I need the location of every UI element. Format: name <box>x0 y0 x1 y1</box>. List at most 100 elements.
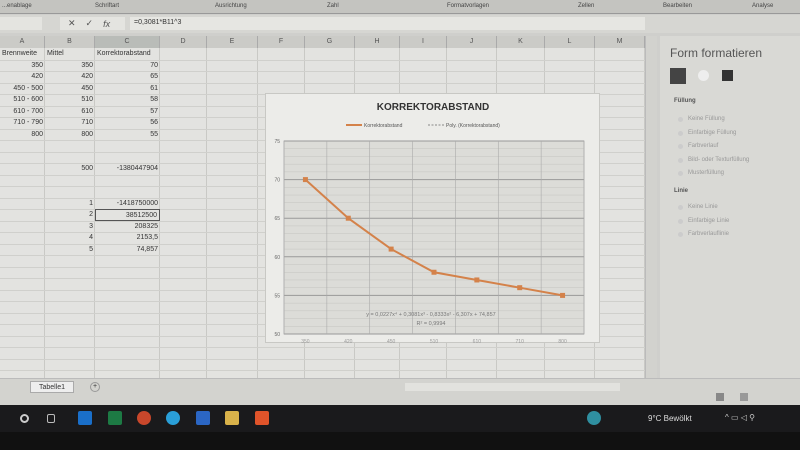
function-icon[interactable]: fx <box>103 18 111 29</box>
cell[interactable]: Brennweite <box>2 50 38 57</box>
cell[interactable]: -1380447904 <box>116 165 158 172</box>
ribbon-group[interactable]: Ausrichtung <box>215 3 247 9</box>
line-section-header[interactable]: Linie <box>674 188 689 194</box>
normal-view-icon[interactable] <box>716 393 724 401</box>
panel-option[interactable]: Einfarbige Füllung <box>677 129 737 136</box>
cell[interactable]: 65 <box>150 73 158 80</box>
panel-option[interactable]: Keine Füllung <box>678 116 725 122</box>
cell[interactable]: 38512500 <box>95 209 160 221</box>
task-view-icon[interactable] <box>47 414 55 423</box>
screen-bezel <box>0 432 800 450</box>
trendline-r2: R² = 0,9994 <box>417 321 446 327</box>
column-header-I[interactable]: I <box>400 36 447 48</box>
cell[interactable]: Korrektorabstand <box>97 50 151 57</box>
panel-option[interactable]: Bild- oder Texturfüllung <box>677 156 750 163</box>
column-header-D[interactable]: D <box>160 36 207 48</box>
cell[interactable]: 2153,5 <box>136 234 158 241</box>
cell[interactable]: -1418750000 <box>116 199 158 207</box>
office-icon[interactable] <box>255 411 269 425</box>
ribbon-group[interactable]: Analyse <box>752 3 774 9</box>
panel-option[interactable]: Einfarbige Linie <box>677 217 730 224</box>
column-header-J[interactable]: J <box>447 36 497 48</box>
word-icon[interactable] <box>196 411 210 425</box>
cell[interactable]: 450 <box>81 84 93 92</box>
panel-option[interactable]: Keine Linie <box>678 204 718 210</box>
column-header-C[interactable]: C <box>95 36 160 48</box>
cell[interactable]: 510 - 600 <box>13 96 43 103</box>
cell[interactable]: 2 <box>89 211 93 218</box>
cell[interactable]: 420 <box>81 73 93 80</box>
effects-icon[interactable] <box>698 70 709 81</box>
gridline <box>0 71 645 72</box>
add-sheet-icon[interactable]: + <box>90 382 100 392</box>
column-header-M[interactable]: M <box>595 36 645 48</box>
panel-option[interactable]: Musterfüllung <box>677 170 725 176</box>
cell[interactable]: 57 <box>150 107 158 115</box>
page-layout-icon[interactable] <box>740 393 748 401</box>
cell[interactable]: 1 <box>89 199 93 207</box>
cell[interactable]: 350 <box>31 61 43 69</box>
cell[interactable]: 610 <box>81 107 93 115</box>
ribbon-group[interactable]: Formatvorlagen <box>447 3 490 9</box>
column-header-B[interactable]: B <box>45 36 95 48</box>
cell[interactable]: 800 <box>31 130 43 138</box>
ribbon-group[interactable]: Bearbeiten <box>663 3 693 9</box>
ribbon-group[interactable]: Zahl <box>327 3 339 9</box>
cell[interactable]: 450 - 500 <box>13 84 43 92</box>
cell[interactable]: 420 <box>31 73 43 80</box>
cell[interactable]: 61 <box>150 84 158 92</box>
cell[interactable]: Mittel <box>47 50 64 57</box>
fill-line-icon[interactable] <box>670 68 686 84</box>
help-icon[interactable] <box>587 411 601 425</box>
horizontal-scrollbar[interactable] <box>405 383 620 391</box>
cell[interactable]: 3 <box>89 222 93 230</box>
cell[interactable]: 800 <box>81 130 93 138</box>
file-explorer-icon[interactable] <box>225 411 239 425</box>
chart-title: KORREKTORABSTAND <box>377 102 489 113</box>
panel-option[interactable]: Farbverlauflinie <box>677 231 730 237</box>
fill-section-header[interactable]: Füllung <box>674 98 696 104</box>
column-header-H[interactable]: H <box>355 36 400 48</box>
cell[interactable]: 350 <box>81 61 93 69</box>
column-header-A[interactable]: A <box>0 36 45 48</box>
sheet-tab[interactable]: Tabelle1 <box>30 381 74 393</box>
ribbon-group[interactable]: ...enablage <box>2 3 32 9</box>
ribbon-group[interactable]: Schriftart <box>95 3 120 9</box>
size-properties-icon[interactable] <box>722 70 733 81</box>
name-box[interactable] <box>0 17 42 30</box>
column-header-G[interactable]: G <box>305 36 355 48</box>
cell[interactable]: 58 <box>150 96 158 103</box>
ribbon-group[interactable]: Zellen <box>578 3 595 9</box>
excel-icon[interactable] <box>108 411 122 425</box>
weather-widget[interactable]: 9°C Bewölkt <box>648 414 692 423</box>
panel-option[interactable]: Farbverlauf <box>677 143 719 149</box>
outlook-icon[interactable] <box>78 411 92 425</box>
search-icon[interactable] <box>20 414 29 423</box>
cell[interactable]: 510 <box>81 96 93 103</box>
column-header-L[interactable]: L <box>545 36 595 48</box>
formula-input[interactable]: =0,3081*B11^3 <box>130 17 645 30</box>
taskbar: 9°C Bewölkt ^ ▭ ◁ ⚲ <box>0 405 800 432</box>
cell[interactable]: 55 <box>150 130 158 138</box>
edge-icon[interactable] <box>166 411 180 425</box>
cancel-icon[interactable]: ✕ <box>68 18 76 28</box>
system-tray-icons[interactable]: ^ ▭ ◁ ⚲ <box>725 413 755 422</box>
cell[interactable]: 74,857 <box>136 245 158 253</box>
column-header-F[interactable]: F <box>258 36 305 48</box>
cell[interactable]: 710 - 790 <box>13 119 43 126</box>
powerpoint-icon[interactable] <box>137 411 151 425</box>
data-point <box>517 285 523 291</box>
cell[interactable]: 70 <box>150 61 158 69</box>
confirm-icon[interactable]: ✓ <box>85 18 94 28</box>
cell[interactable]: 4 <box>89 234 93 241</box>
cell[interactable]: 56 <box>150 119 158 126</box>
vertical-scrollbar[interactable] <box>645 36 657 378</box>
cell[interactable]: 610 - 700 <box>13 107 43 115</box>
cell[interactable]: 710 <box>81 119 93 126</box>
column-header-K[interactable]: K <box>497 36 545 48</box>
cell[interactable]: 5 <box>89 245 93 253</box>
cell[interactable]: 208325 <box>134 222 158 230</box>
column-header-E[interactable]: E <box>207 36 258 48</box>
cell[interactable]: 500 <box>81 165 93 172</box>
